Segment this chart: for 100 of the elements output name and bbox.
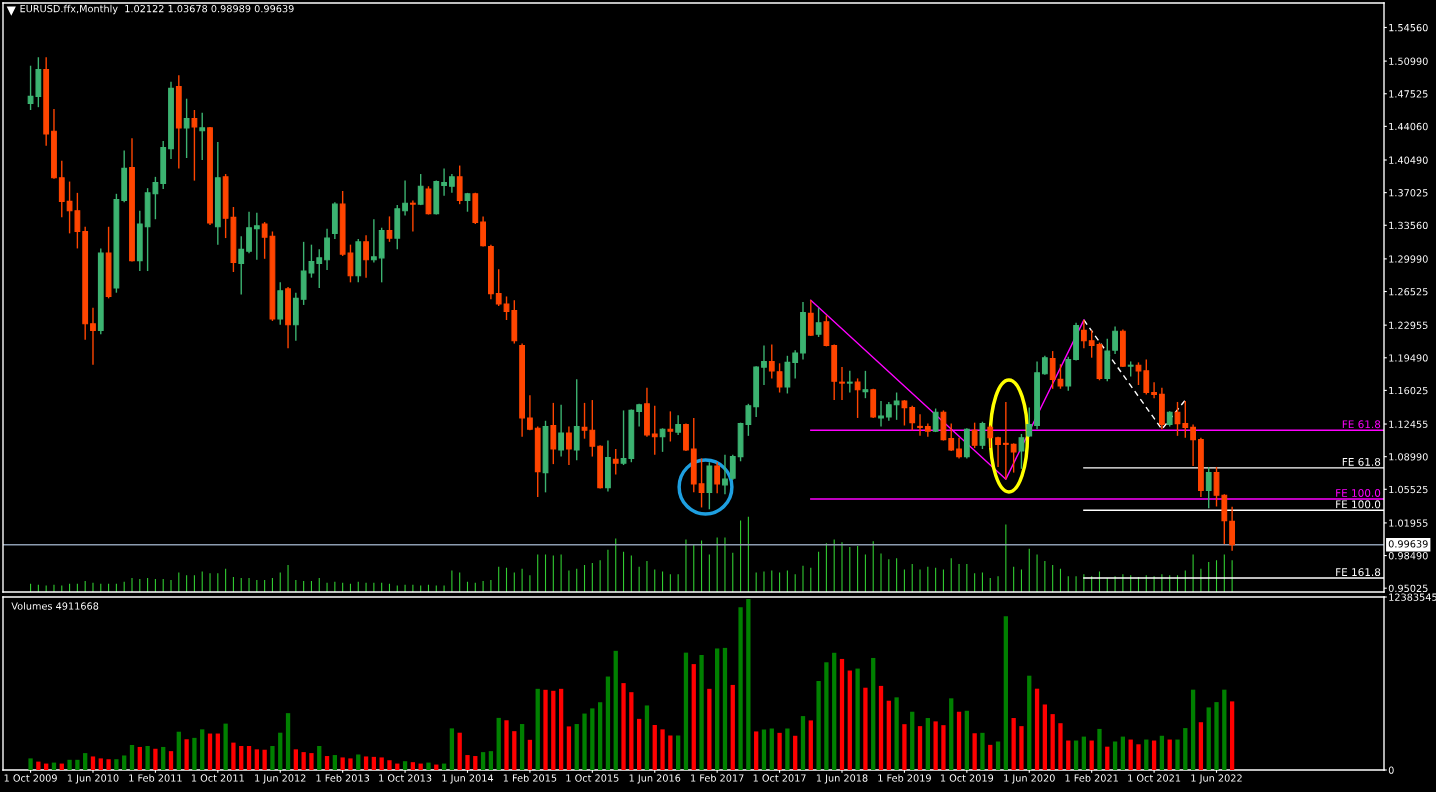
bar (161, 746, 166, 770)
bar (1089, 740, 1094, 770)
bar (551, 690, 556, 770)
candlestick (363, 234, 369, 279)
candlestick (1018, 433, 1025, 470)
candlestick (370, 218, 377, 264)
candlestick (1002, 401, 1009, 480)
bar (972, 733, 977, 770)
bar (699, 655, 704, 770)
candlestick (714, 461, 721, 494)
annotation: FE 161.8 (1336, 568, 1381, 577)
candlestick (807, 299, 814, 337)
bar (184, 739, 189, 770)
bar (488, 751, 494, 770)
bar (356, 754, 361, 770)
bar (941, 725, 946, 770)
bar (847, 670, 852, 770)
y-tick-label: 0.95025 (1388, 584, 1428, 593)
candlestick (729, 453, 736, 481)
bar (98, 758, 103, 770)
candlestick (659, 427, 666, 453)
candlestick (58, 160, 65, 219)
bar (660, 729, 665, 770)
bar (28, 758, 33, 770)
bar (1167, 739, 1172, 770)
bar (683, 652, 689, 770)
bar (1144, 739, 1149, 770)
bar (777, 732, 782, 770)
x-tick-label: 1 Jun 2018 (816, 774, 868, 784)
candlestick (409, 199, 416, 233)
bar (730, 684, 735, 770)
bar (1050, 714, 1055, 770)
x-tick-label: 1 Feb 2017 (691, 774, 744, 782)
bar (1112, 741, 1118, 770)
candlestick (324, 227, 330, 271)
candlestick (1229, 505, 1236, 552)
y-tick-label: 1.50990 (1389, 57, 1428, 65)
bar (722, 647, 728, 770)
x-tick-label: 1 Feb 2013 (316, 774, 370, 782)
candlestick (1112, 325, 1118, 355)
bar (1105, 746, 1110, 770)
candlestick (651, 405, 658, 456)
candlestick (456, 164, 463, 205)
candlestick (199, 112, 206, 161)
y-tick-label: 1.44060 (1389, 122, 1428, 131)
candlestick (761, 344, 767, 386)
bar (769, 728, 774, 770)
y-tick-label: 1.08990 (1389, 453, 1428, 461)
bar (574, 724, 579, 770)
bar (910, 711, 915, 770)
y-tick-label: 1.33560 (1389, 221, 1428, 230)
bar (426, 762, 431, 770)
y-tick-label: 0 (1388, 766, 1394, 774)
bar (1151, 740, 1157, 770)
bar (1183, 728, 1188, 770)
bar (566, 726, 572, 770)
bar (949, 698, 954, 770)
candlestick (698, 457, 705, 509)
bar (122, 755, 127, 770)
candlestick (948, 422, 955, 452)
bar (1222, 689, 1227, 770)
candlestick (987, 424, 994, 449)
bar (1019, 726, 1024, 770)
bar (808, 720, 813, 770)
bar (816, 681, 821, 770)
candlestick (253, 211, 260, 261)
bar (285, 713, 291, 770)
y-tick-label: 1.29990 (1389, 255, 1428, 263)
candlestick (480, 215, 486, 248)
bar (309, 753, 314, 770)
candlestick (1182, 400, 1189, 439)
candlestick (917, 413, 923, 437)
bar (863, 687, 868, 770)
bar (293, 749, 298, 770)
bar (558, 688, 564, 770)
bar (278, 732, 283, 770)
candlestick (1041, 355, 1048, 376)
bar (1214, 702, 1219, 770)
bar (754, 731, 759, 770)
bar (83, 753, 88, 770)
bar (145, 745, 150, 770)
bar (231, 742, 236, 770)
bar (1066, 740, 1071, 770)
bar (590, 708, 595, 770)
bar (1042, 704, 1048, 770)
bar (652, 725, 657, 770)
candlestick (722, 453, 728, 495)
candlestick (191, 109, 198, 182)
x-tick-label: 1 Oct 2021 (1128, 774, 1181, 782)
bar (480, 752, 486, 770)
bar (543, 689, 548, 770)
y-tick-label: 1.19490 (1389, 354, 1428, 362)
bar (239, 745, 244, 770)
bar (1128, 739, 1133, 770)
bar (340, 757, 345, 770)
bar (691, 664, 696, 770)
candlestick (893, 391, 900, 421)
x-tick-label: 1 Feb 2015 (503, 774, 557, 782)
candlestick (90, 307, 96, 366)
x-tick-label: 1 Oct 2019 (940, 774, 994, 782)
